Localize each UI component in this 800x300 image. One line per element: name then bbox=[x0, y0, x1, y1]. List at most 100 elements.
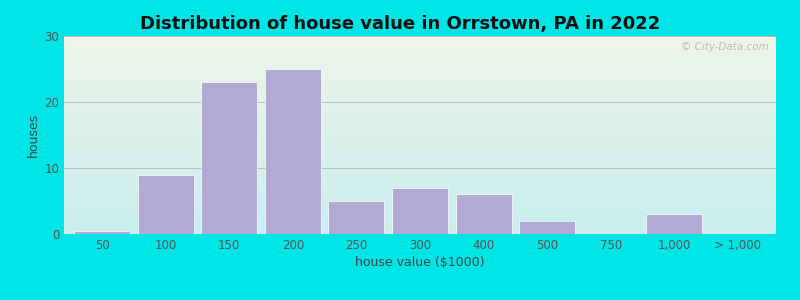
Bar bbox=[64, 185, 776, 187]
Bar bbox=[64, 108, 776, 109]
Bar bbox=[64, 76, 776, 78]
Bar bbox=[64, 164, 776, 165]
Bar bbox=[64, 40, 776, 41]
Bar bbox=[64, 55, 776, 56]
Bar bbox=[64, 100, 776, 101]
Bar bbox=[64, 132, 776, 133]
Bar bbox=[64, 85, 776, 86]
Bar bbox=[64, 217, 776, 218]
Bar bbox=[64, 78, 776, 79]
Bar bbox=[64, 102, 776, 103]
Bar bbox=[64, 212, 776, 213]
Bar bbox=[64, 191, 776, 192]
Bar bbox=[64, 62, 776, 63]
Bar bbox=[64, 54, 776, 55]
Bar bbox=[64, 182, 776, 184]
Bar bbox=[64, 147, 776, 148]
Bar bbox=[64, 79, 776, 80]
Bar bbox=[64, 96, 776, 98]
Bar bbox=[64, 214, 776, 215]
Bar bbox=[64, 93, 776, 94]
Bar bbox=[64, 106, 776, 107]
Text: Distribution of house value in Orrstown, PA in 2022: Distribution of house value in Orrstown,… bbox=[140, 15, 660, 33]
Bar bbox=[64, 210, 776, 211]
Bar bbox=[64, 75, 776, 76]
Bar bbox=[64, 107, 776, 108]
Bar bbox=[64, 223, 776, 224]
Bar bbox=[64, 70, 776, 72]
Bar bbox=[64, 137, 776, 138]
Bar bbox=[64, 206, 776, 207]
Bar bbox=[64, 105, 776, 106]
Bar bbox=[64, 111, 776, 112]
Bar bbox=[64, 46, 776, 47]
Bar bbox=[64, 195, 776, 196]
Bar bbox=[64, 38, 776, 39]
Bar bbox=[64, 165, 776, 166]
Bar bbox=[64, 166, 776, 167]
Bar bbox=[64, 88, 776, 89]
Bar bbox=[64, 177, 776, 178]
Bar bbox=[265, 69, 321, 234]
Y-axis label: houses: houses bbox=[27, 113, 40, 157]
Bar bbox=[64, 63, 776, 64]
Bar bbox=[64, 228, 776, 229]
Bar bbox=[138, 175, 194, 234]
Bar bbox=[64, 131, 776, 132]
Bar bbox=[64, 211, 776, 212]
Bar bbox=[64, 82, 776, 83]
Bar bbox=[64, 99, 776, 100]
Bar bbox=[392, 188, 448, 234]
Bar bbox=[64, 152, 776, 153]
Bar bbox=[64, 179, 776, 181]
Bar bbox=[64, 167, 776, 168]
Bar bbox=[64, 81, 776, 82]
Bar bbox=[64, 56, 776, 57]
Bar bbox=[64, 58, 776, 59]
Bar bbox=[64, 124, 776, 125]
Bar bbox=[64, 61, 776, 62]
Bar bbox=[64, 60, 776, 61]
Bar bbox=[64, 139, 776, 140]
Bar bbox=[64, 59, 776, 60]
Bar bbox=[64, 50, 776, 51]
Bar bbox=[64, 67, 776, 68]
Bar bbox=[64, 82, 776, 83]
Bar bbox=[64, 227, 776, 228]
Bar bbox=[329, 201, 384, 234]
Bar bbox=[64, 201, 776, 202]
Bar bbox=[64, 174, 776, 175]
Bar bbox=[64, 170, 776, 171]
Bar bbox=[64, 226, 776, 227]
Bar bbox=[64, 73, 776, 74]
Bar bbox=[64, 232, 776, 233]
Bar bbox=[64, 151, 776, 152]
Bar bbox=[64, 126, 776, 127]
Bar bbox=[64, 178, 776, 179]
Bar bbox=[64, 196, 776, 197]
Bar bbox=[74, 231, 130, 234]
Bar bbox=[64, 156, 776, 157]
Bar bbox=[64, 209, 776, 210]
Bar bbox=[64, 188, 776, 190]
Bar bbox=[64, 140, 776, 141]
Bar bbox=[64, 231, 776, 232]
Bar bbox=[64, 91, 776, 92]
Bar bbox=[64, 205, 776, 206]
Bar bbox=[64, 122, 776, 123]
Text: © City-Data.com: © City-Data.com bbox=[681, 42, 769, 52]
Bar bbox=[64, 110, 776, 111]
Bar bbox=[64, 158, 776, 159]
Bar bbox=[64, 138, 776, 139]
Bar bbox=[64, 213, 776, 214]
Bar bbox=[64, 53, 776, 54]
Bar bbox=[64, 45, 776, 46]
Bar bbox=[64, 66, 776, 67]
Bar bbox=[64, 57, 776, 58]
Bar bbox=[64, 143, 776, 144]
Bar bbox=[64, 39, 776, 40]
Bar bbox=[646, 214, 702, 234]
Bar bbox=[64, 202, 776, 203]
Bar bbox=[64, 168, 776, 169]
Bar bbox=[64, 163, 776, 164]
